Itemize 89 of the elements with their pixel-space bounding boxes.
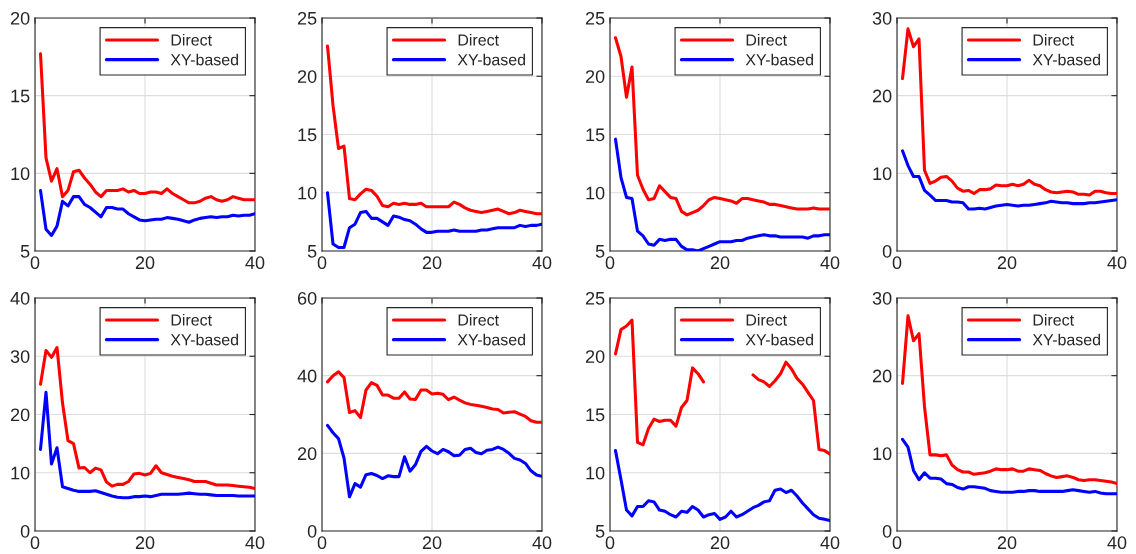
x-tick-label: 20 bbox=[422, 256, 442, 270]
y-tick-label: 30 bbox=[872, 291, 892, 305]
y-tick-label: 30 bbox=[872, 11, 892, 25]
legend-label: Direct bbox=[171, 33, 212, 46]
y-tick-label: 60 bbox=[297, 291, 317, 305]
x-tick-label: 40 bbox=[532, 256, 552, 270]
line-series bbox=[900, 437, 1117, 496]
y-tick-label: 5 bbox=[595, 245, 605, 258]
y-tick-label: 20 bbox=[10, 11, 30, 25]
legend-label: XY-based bbox=[1032, 53, 1100, 66]
legend-label: Direct bbox=[1033, 33, 1074, 46]
y-tick-label: 15 bbox=[586, 408, 605, 422]
x-tick-label: 40 bbox=[245, 536, 265, 550]
line-series bbox=[325, 423, 542, 499]
legend-label: Direct bbox=[458, 313, 499, 326]
legend-label: XY-based bbox=[170, 53, 238, 66]
y-tick-label: 20 bbox=[872, 89, 892, 103]
line-series bbox=[38, 52, 255, 205]
y-tick-label: 0 bbox=[307, 524, 317, 538]
legend-label: XY-based bbox=[457, 333, 525, 346]
y-tick-label: 20 bbox=[10, 408, 30, 422]
y-tick-label: 25 bbox=[585, 291, 605, 305]
y-tick-label: 10 bbox=[11, 466, 30, 480]
y-tick-label: 15 bbox=[298, 128, 317, 142]
y-tick-label: 40 bbox=[10, 291, 30, 305]
x-tick-label: 0 bbox=[605, 536, 615, 550]
x-tick-label: 20 bbox=[422, 536, 442, 550]
x-tick-label: 40 bbox=[532, 536, 552, 550]
x-tick-label: 20 bbox=[135, 536, 155, 550]
y-tick-label: 10 bbox=[873, 167, 892, 181]
x-tick-label: 40 bbox=[820, 256, 840, 270]
y-tick-label: 10 bbox=[11, 167, 30, 181]
y-tick-label: 0 bbox=[882, 244, 892, 258]
y-tick-label: 5 bbox=[307, 245, 317, 258]
legend-label: Direct bbox=[171, 313, 212, 326]
y-tick-label: 25 bbox=[585, 11, 605, 25]
legend-label: Direct bbox=[746, 33, 787, 46]
y-tick-label: 25 bbox=[297, 11, 317, 25]
y-tick-label: 10 bbox=[298, 186, 317, 200]
x-tick-label: 40 bbox=[1107, 256, 1127, 270]
legend-label: Direct bbox=[746, 313, 787, 326]
legend-label: XY-based bbox=[745, 333, 813, 346]
x-tick-label: 20 bbox=[135, 256, 155, 270]
x-tick-label: 20 bbox=[997, 536, 1017, 550]
y-tick-label: 40 bbox=[297, 369, 317, 383]
legend-label: XY-based bbox=[170, 333, 238, 346]
x-tick-label: 0 bbox=[317, 256, 327, 270]
line-series bbox=[38, 390, 255, 500]
y-tick-label: 0 bbox=[20, 524, 30, 538]
legend-label: Direct bbox=[458, 33, 499, 46]
x-tick-label: 0 bbox=[892, 256, 902, 270]
x-tick-label: 40 bbox=[820, 536, 840, 550]
x-tick-label: 40 bbox=[245, 256, 265, 270]
legend-label: Direct bbox=[1033, 313, 1074, 326]
y-tick-label: 10 bbox=[873, 447, 892, 461]
line-series bbox=[613, 449, 830, 523]
y-tick-label: 20 bbox=[585, 350, 605, 363]
y-tick-label: 20 bbox=[297, 447, 317, 461]
y-tick-label: 20 bbox=[297, 70, 317, 83]
y-tick-label: 15 bbox=[11, 89, 30, 103]
y-tick-label: 20 bbox=[585, 70, 605, 83]
line-series bbox=[613, 36, 830, 217]
x-tick-label: 20 bbox=[710, 536, 730, 550]
x-tick-label: 0 bbox=[30, 536, 40, 550]
y-tick-label: 0 bbox=[882, 524, 892, 538]
line-series bbox=[38, 188, 255, 237]
legend-label: XY-based bbox=[1032, 333, 1100, 346]
x-tick-label: 0 bbox=[317, 536, 327, 550]
x-tick-label: 0 bbox=[892, 536, 902, 550]
line-series bbox=[325, 370, 542, 424]
line-series bbox=[900, 149, 1117, 211]
x-tick-label: 20 bbox=[997, 256, 1017, 270]
x-tick-label: 0 bbox=[30, 256, 40, 270]
y-tick-label: 5 bbox=[595, 525, 605, 538]
x-tick-label: 0 bbox=[605, 256, 615, 270]
y-tick-label: 5 bbox=[20, 245, 30, 258]
x-tick-label: 20 bbox=[710, 256, 730, 270]
line-series bbox=[38, 345, 255, 491]
line-series bbox=[325, 44, 542, 216]
line-series bbox=[900, 27, 1117, 197]
y-tick-label: 10 bbox=[586, 466, 605, 480]
x-tick-label: 40 bbox=[1107, 536, 1127, 550]
line-series bbox=[900, 314, 1117, 486]
y-tick-label: 20 bbox=[872, 369, 892, 383]
legend-label: XY-based bbox=[745, 53, 813, 66]
y-tick-label: 15 bbox=[586, 128, 605, 142]
legend-label: XY-based bbox=[457, 53, 525, 66]
y-tick-label: 30 bbox=[10, 350, 30, 363]
y-tick-label: 10 bbox=[586, 186, 605, 200]
